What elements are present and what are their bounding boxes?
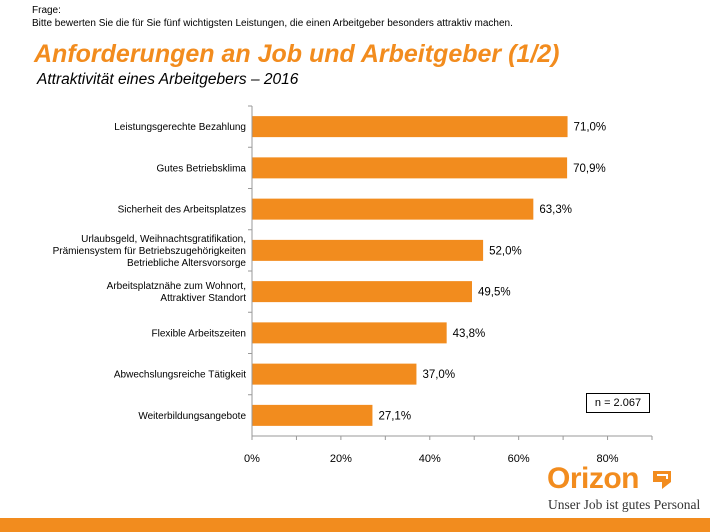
bar-value-label: 37,0%	[422, 369, 455, 381]
sample-size-box: n = 2.067	[586, 393, 650, 413]
category-label: Prämiensystem für Betriebszugehörigkeite…	[53, 246, 246, 257]
question-label: Frage:	[32, 5, 61, 16]
bar	[252, 198, 534, 220]
bar-value-label: 27,1%	[378, 410, 411, 422]
category-label: Abwechslungsreiche Tätigkeit	[114, 370, 246, 381]
bar-value-label: 63,3%	[539, 204, 572, 216]
bar	[252, 239, 484, 261]
category-label: Leistungsgerechte Bezahlung	[114, 122, 246, 133]
orizon-logo-text: Orizon	[547, 462, 640, 495]
category-label: Urlaubsgeld, Weihnachtsgratifikation,	[81, 234, 246, 245]
category-label: Betriebliche Altersvorsorge	[127, 258, 246, 269]
bar-value-label: 43,8%	[453, 328, 486, 340]
x-tick-label: 40%	[419, 453, 441, 465]
bar-value-label: 70,9%	[573, 163, 606, 175]
category-label: Attraktiver Standort	[160, 293, 246, 304]
bar-value-label: 49,5%	[478, 287, 511, 299]
question-block: Frage: Bitte bewerten Sie die für Sie fü…	[32, 4, 513, 30]
category-label: Gutes Betriebsklima	[157, 163, 247, 174]
footer-accent-bar	[0, 518, 710, 532]
bar	[252, 322, 447, 344]
category-label: Sicherheit des Arbeitsplatzes	[118, 205, 246, 216]
bar	[252, 281, 472, 303]
x-tick-label: 80%	[597, 453, 619, 465]
bar-value-label: 71,0%	[574, 122, 607, 134]
orizon-logo-icon	[653, 471, 671, 489]
category-label: Weiterbildungsangebote	[138, 411, 246, 422]
x-tick-label: 60%	[508, 453, 530, 465]
chart-subtitle: Attraktivität eines Arbeitgebers – 2016	[37, 71, 299, 88]
question-text: Bitte bewerten Sie die für Sie fünf wich…	[32, 18, 513, 29]
bar	[252, 116, 568, 138]
x-tick-label: 0%	[244, 453, 260, 465]
category-label: Arbeitsplatznähe zum Wohnort,	[107, 281, 246, 292]
category-label: Flexible Arbeitszeiten	[152, 328, 247, 339]
bar	[252, 363, 417, 385]
bar	[252, 404, 373, 426]
chart-title: Anforderungen an Job und Arbeitgeber (1/…	[34, 40, 560, 68]
bar	[252, 157, 568, 179]
x-tick-label: 20%	[330, 453, 352, 465]
orizon-tagline: Unser Job ist gutes Personal	[548, 497, 701, 512]
bar-value-label: 52,0%	[489, 245, 522, 257]
